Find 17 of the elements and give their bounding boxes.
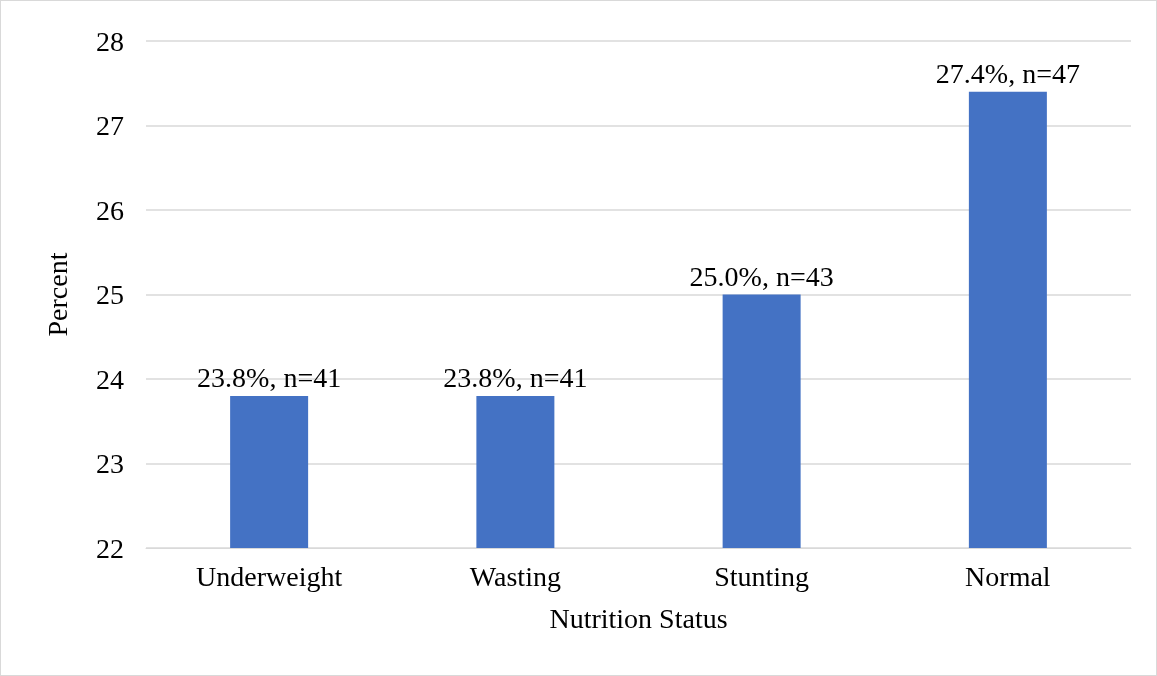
y-tick-label: 28 (96, 25, 124, 57)
x-axis-title: Nutrition Status (549, 602, 728, 634)
y-tick-label: 22 (96, 532, 124, 564)
y-tick-label: 27 (96, 110, 124, 141)
data-label: 27.4%, n=47 (935, 58, 1080, 90)
y-tick-label: 24 (96, 363, 124, 395)
y-tick-label: 26 (96, 194, 124, 226)
x-tick-label: Underweight (196, 560, 343, 592)
y-tick-label: 25 (96, 279, 124, 310)
x-tick-label: Stunting (714, 560, 810, 592)
data-label: 23.8%, n=41 (197, 362, 342, 394)
x-tick-label: Normal (965, 560, 1051, 592)
x-tick-label: Wasting (469, 560, 561, 592)
data-label: 23.8%, n=41 (443, 362, 588, 394)
y-axis-title: Percent (41, 252, 73, 337)
data-label: 25.0%, n=43 (689, 261, 834, 292)
y-tick-label: 23 (96, 448, 124, 479)
